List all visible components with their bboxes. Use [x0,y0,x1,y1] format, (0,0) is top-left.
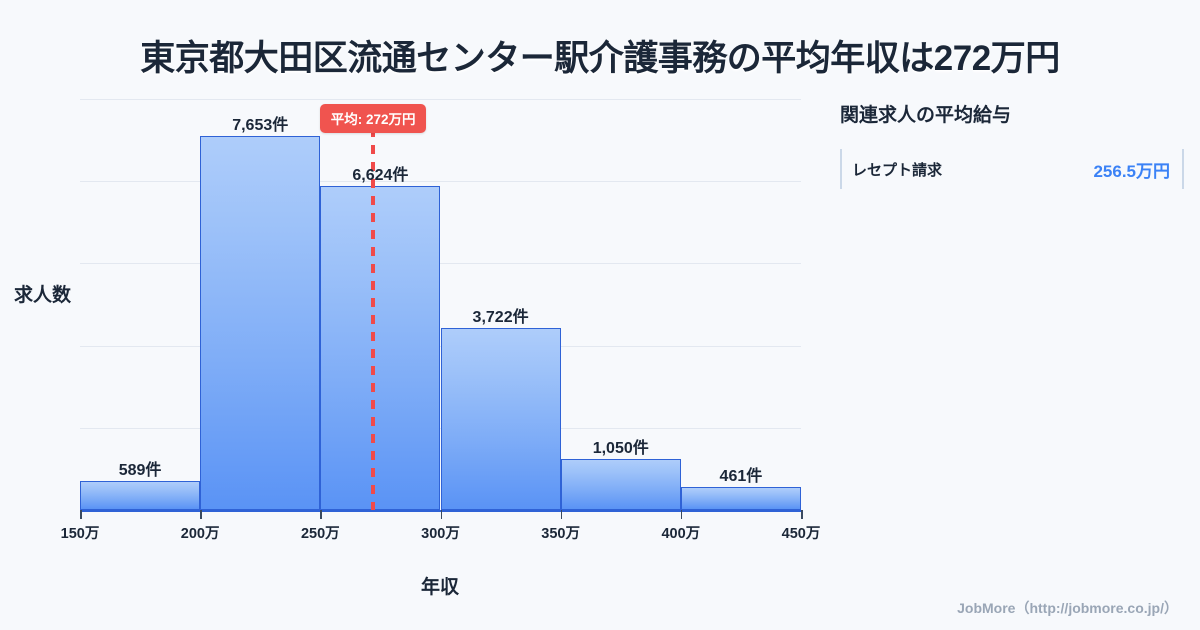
footer-attribution: JobMore（http://jobmore.co.jp/） [957,600,1178,616]
page-title: 東京都大田区流通センター駅介護事務の平均年収は272万円 [140,39,1060,78]
histogram-bar [200,135,321,510]
bar-value-label: 1,050件 [592,439,649,457]
x-axis-tick [200,510,202,519]
row-divider-right [1182,149,1184,189]
x-axis-tick [801,510,803,519]
histogram-bar [560,458,681,510]
related-salary-list: レセプト請求 256.5万円 [836,149,1184,189]
x-axis-tick [680,510,683,519]
average-line [371,128,376,510]
bar-value-label: 7,653件 [232,116,289,134]
x-axis-title: 年収 [420,577,459,598]
bar-value-label: 461件 [719,468,763,486]
histogram-bar [680,487,801,510]
x-axis-tick-label: 150万 [60,526,100,542]
histogram-bar [440,327,561,510]
salary-row[interactable]: レセプト請求 256.5万円 [836,149,1184,189]
salary-row-name: レセプト請求 [852,161,943,179]
x-axis-tick-label: 250万 [300,526,340,542]
salary-row-value: 256.5万円 [1093,161,1170,181]
bar-value-label: 589件 [118,462,162,480]
bar-value-label: 6,624件 [352,166,409,184]
x-axis-tick-label: 450万 [781,526,821,542]
x-axis-tick-label: 300万 [421,526,460,542]
plot-area [80,99,801,510]
x-axis-tick-label: 400万 [661,526,701,542]
related-salary-panel: 関連求人の平均給与 レセプト請求 256.5万円 [836,100,1184,189]
histogram-bar [320,185,441,510]
x-axis-tick [560,510,563,519]
x-axis-tick-label: 350万 [541,526,580,542]
gridline [80,99,801,100]
bar-value-label: 3,722件 [472,308,529,326]
x-axis-tick [320,510,322,519]
gridline [80,263,801,264]
row-divider-left [840,149,842,189]
average-badge: 平均: 272万円 [319,104,427,133]
x-axis-tick [80,510,82,519]
histogram-bar [80,481,201,510]
x-axis-tick-label: 200万 [180,526,220,542]
related-salary-heading: 関連求人の平均給与 [840,105,1012,126]
y-axis-title: 求人数 [14,285,72,306]
gridline [80,181,801,182]
x-axis-tick [440,510,442,519]
